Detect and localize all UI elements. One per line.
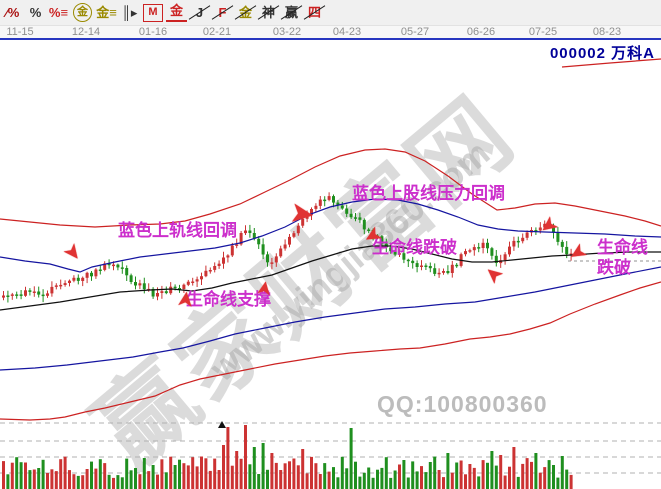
axis-separator-line — [0, 38, 661, 40]
date-label: 03-22 — [272, 26, 302, 38]
ying-slash-icon[interactable]: 赢 — [281, 3, 302, 23]
volume-flag-icon[interactable]: ║▸ — [121, 4, 138, 20]
percent-change-icon[interactable]: ∕% — [5, 4, 20, 20]
date-label: 08-23 — [592, 26, 622, 38]
qq-contact-label: QQ:100800360 — [377, 391, 548, 417]
si-slash-icon[interactable]: 四 — [304, 3, 325, 23]
date-label: 05-27 — [400, 26, 430, 38]
pattern-box-icon[interactable]: M — [143, 3, 163, 22]
chart-area: 赢家财富网 www.yingjia360.com 000002 万科A QQ:1… — [0, 40, 661, 489]
date-label: 02-21 — [202, 26, 232, 38]
date-label: 12-14 — [71, 26, 101, 38]
date-axis: 11-15 12-14 01-16 02-21 03-22 04-23 05-27 06-26… — [0, 26, 661, 38]
date-label: 04-23 — [332, 26, 362, 38]
date-label: 07-25 — [528, 26, 558, 38]
annotation-blue-upper-pressure: 蓝色上股线压力回调 — [352, 184, 505, 203]
date-label: 06-26 — [466, 26, 496, 38]
j-line-icon[interactable]: J — [189, 3, 210, 23]
percent-icon[interactable]: % — [29, 4, 42, 20]
annotation-lifeline-break: 生命线跌破 — [372, 238, 457, 257]
annotation-lifeline-support: 生命线支撑 — [186, 290, 271, 309]
gold-underline-icon[interactable]: 金 — [166, 3, 187, 22]
gold-lines-icon[interactable]: 金≡ — [96, 4, 117, 20]
gold-circle-icon[interactable]: 金 — [73, 3, 92, 22]
annotation-lifeline-break-right: 生命线 跌破 — [597, 238, 648, 277]
gold-slash-icon[interactable]: 金 — [235, 3, 256, 23]
shen-slash-icon[interactable]: 神 — [258, 3, 279, 23]
annotation-blue-upper-pullback: 蓝色上轨线回调 — [118, 221, 237, 240]
indicator-toolbar: ∕%% %≡ 金金≡ ║▸ M 金 J F 金神赢四 — [0, 0, 661, 26]
stock-code-label: 000002 万科A — [549, 45, 655, 62]
date-label: 01-16 — [138, 26, 168, 38]
date-label: 11-15 — [6, 26, 34, 38]
f-line-icon[interactable]: F — [212, 3, 233, 23]
percent-lines-icon[interactable]: %≡ — [48, 4, 69, 20]
